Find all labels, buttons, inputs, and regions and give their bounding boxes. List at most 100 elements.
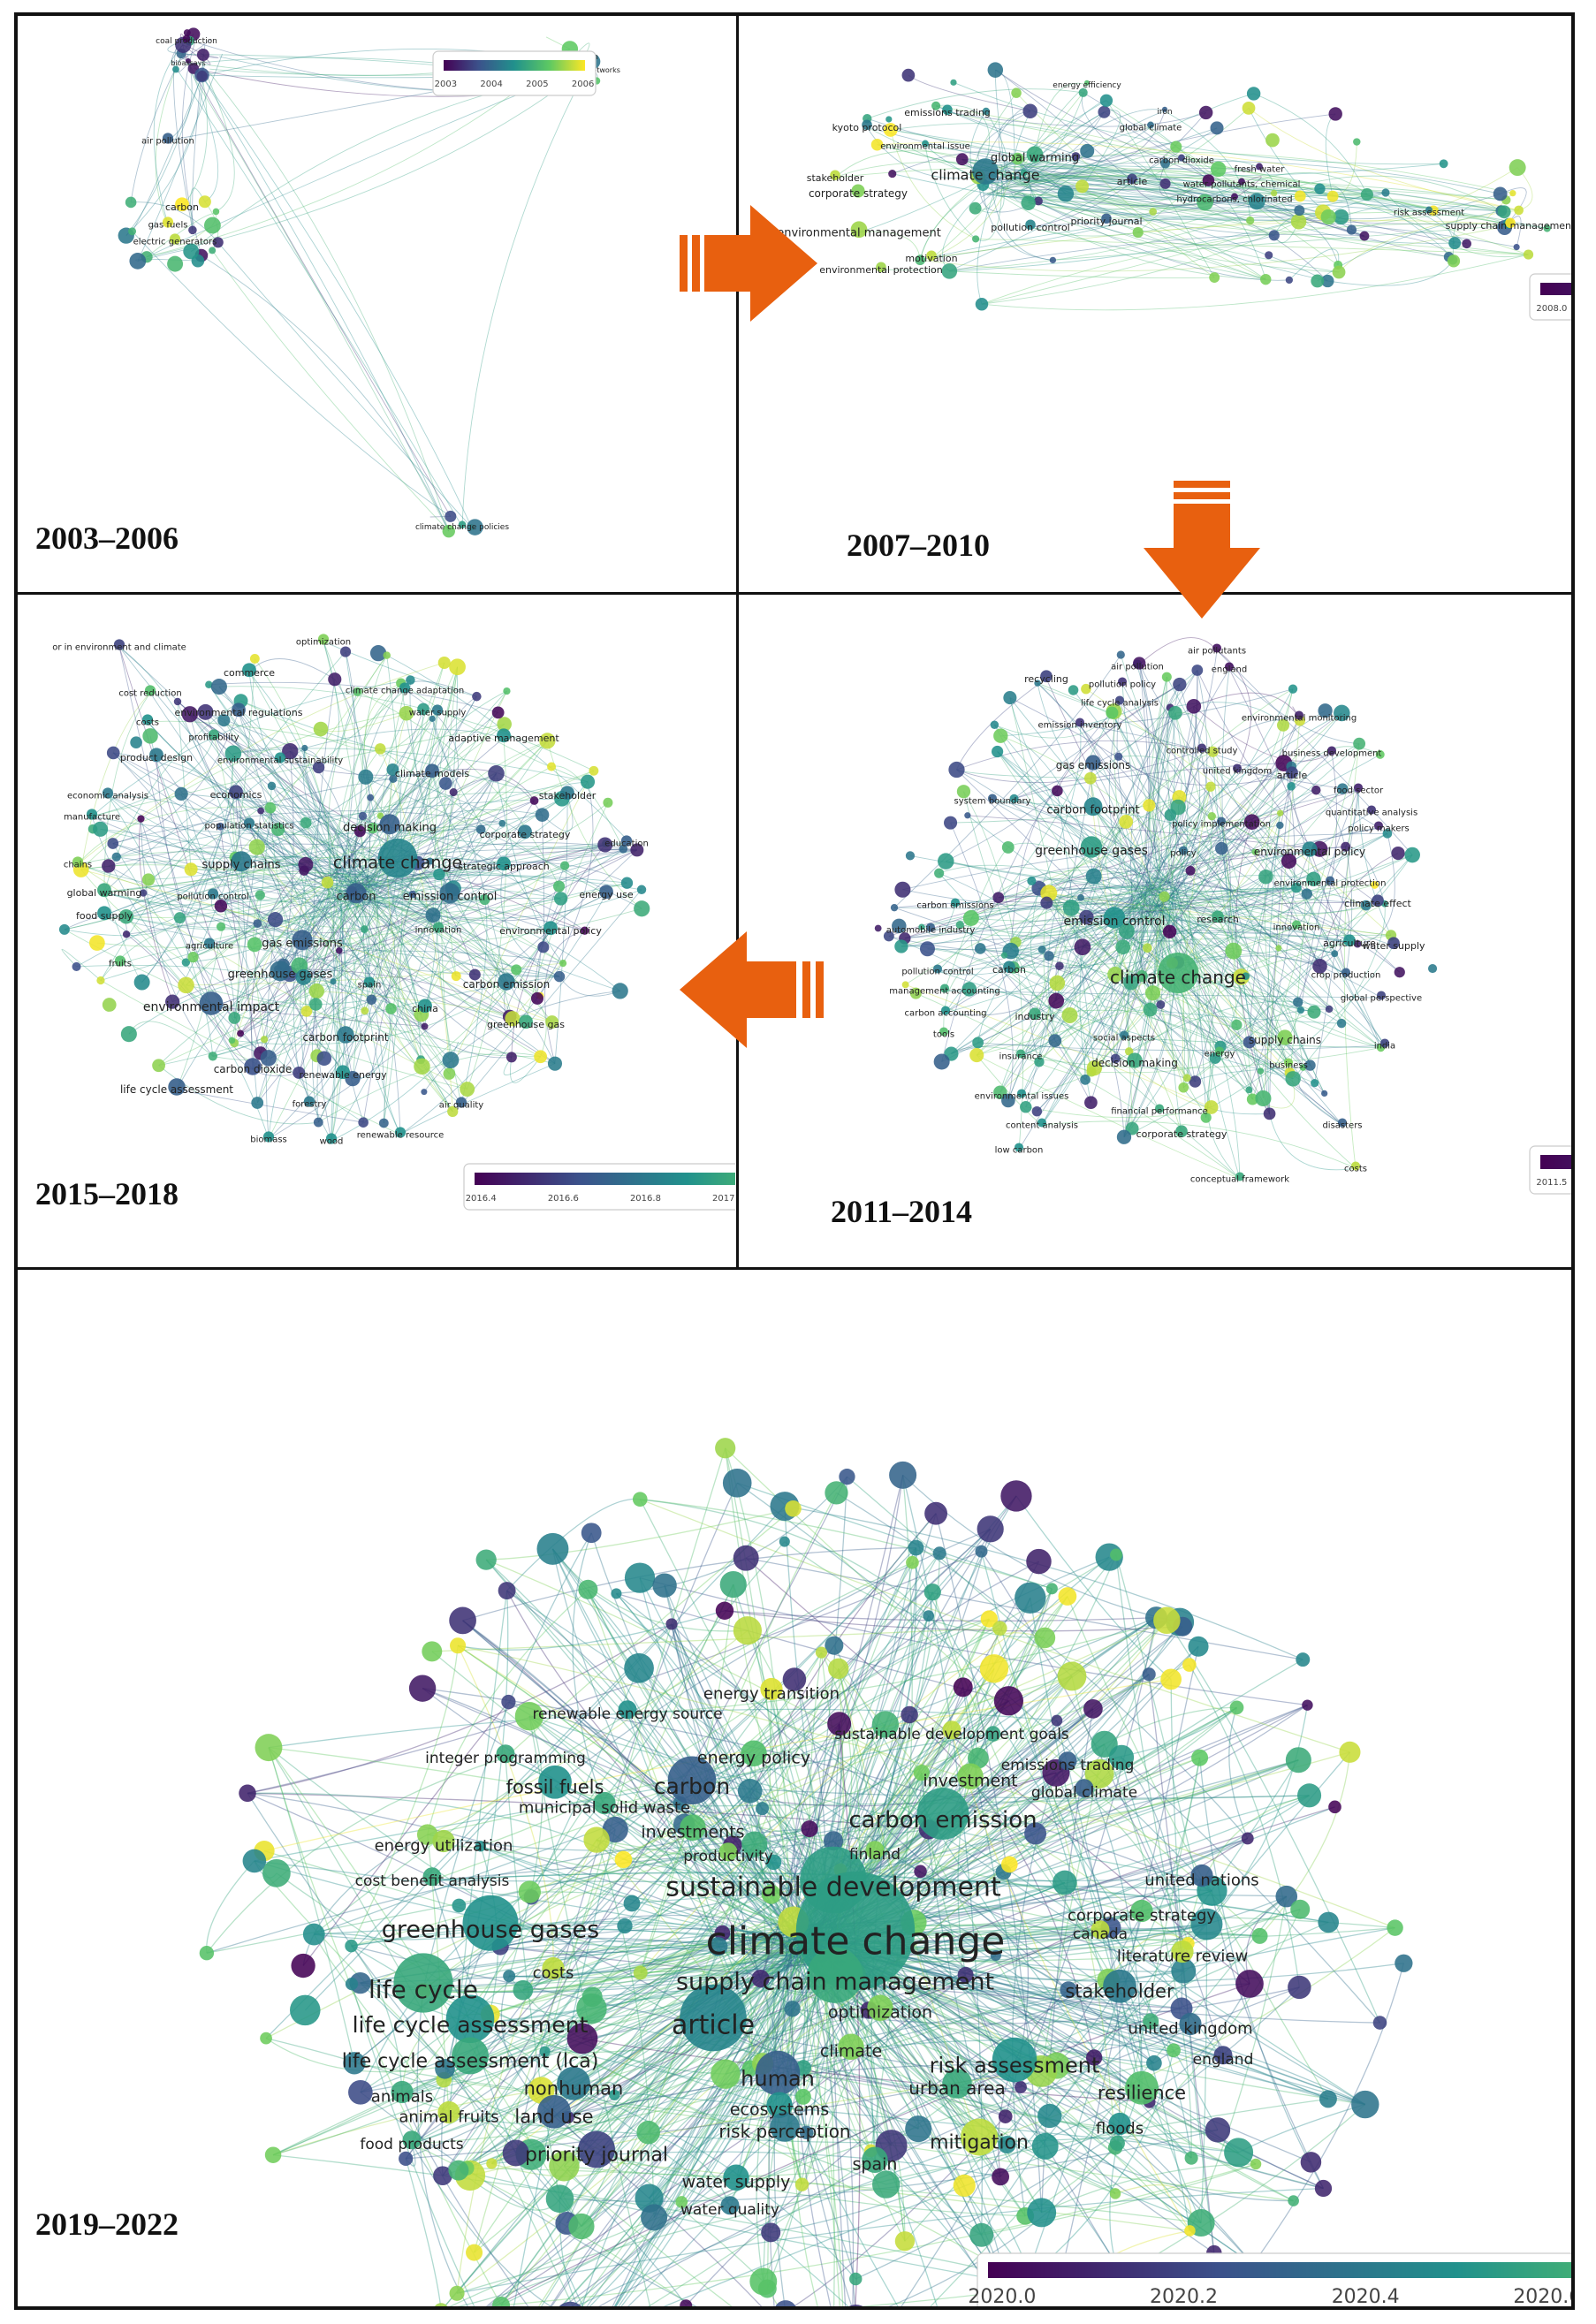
network-node [1114,752,1123,761]
network-edge [1025,165,1455,244]
network-edge [640,1492,838,1973]
network-edge [631,1528,992,1904]
network-edge [362,894,414,1123]
network-edge [1141,881,1401,973]
network-node [1312,959,1327,974]
network-edge [206,1860,255,1954]
network-node [1207,812,1216,821]
network-node [426,857,434,865]
network-edge [235,794,366,1012]
network-edge [1159,907,1343,1126]
network-node [956,785,971,799]
network-edge [1048,892,1182,1135]
keyword-label-corporate-strategy: corporate strategy [809,187,908,200]
network-node [975,943,986,954]
network-edge [928,1615,979,1758]
network-edge [528,1716,651,2306]
keyword-label-biomass: biomass [250,1135,287,1145]
network-edge [1011,158,1029,186]
network-edge [770,1588,1053,2233]
network-edge [1083,974,1116,1080]
network-edge [888,846,1346,937]
network-edge [404,689,459,793]
network-edge [181,75,208,208]
network-node [369,645,387,662]
network-edge [405,1931,801,2160]
network-edge [724,1610,1157,1622]
network-edge [350,1645,459,1947]
network-node [1371,880,1379,889]
network-edge [467,737,507,1090]
network-edge [1269,1113,1357,1171]
keyword-node-integer-programming [496,1744,515,1764]
network-edge [191,869,340,875]
colorbar-gradient [1540,283,1571,295]
network-node [536,1532,569,1565]
network-node [1275,945,1282,952]
keyword-label-water-supply: water supply [1362,940,1425,952]
network-edge [360,1923,1207,1984]
network-edge [208,684,359,879]
network-edge [949,270,1215,278]
network-edge [640,1954,788,1974]
network-node [990,1949,1001,1962]
network-edge [680,1947,809,2203]
keyword-label-priority-journal: priority journal [1070,216,1142,227]
network-node [906,1555,919,1569]
keyword-node-air-pollutants [1212,643,1222,653]
network-node [214,900,228,913]
network-node [1268,230,1280,241]
network-edge [1019,165,1328,282]
keyword-node-animals [391,2080,414,2104]
network-edge [132,75,203,232]
network-node [1287,782,1296,791]
keyword-node-climate-change [377,838,418,878]
network-node [133,974,150,991]
keyword-node-education [620,835,633,847]
network-node [1202,174,1215,186]
network-edge [1006,196,1258,202]
network-edge [206,1827,810,1954]
network-edge [422,1990,1037,2289]
network-edge [1045,678,1270,1114]
network-edge [824,1956,835,2306]
keyword-label-life-cycle: life cycle [369,1975,478,2004]
network-edge [233,900,345,1019]
network-node [992,2168,1010,2186]
network-edge [217,242,472,528]
network-node [849,2272,863,2286]
keyword-label-content-analysis: content analysis [1006,1121,1078,1131]
keyword-node-global-climate [1075,1779,1094,1798]
network-edge [1131,899,1173,963]
network-edge [351,1983,475,2306]
network-edge [220,873,336,907]
network-edge [1165,887,1366,907]
network-edge [1020,910,1144,1057]
network-edge [981,126,1151,186]
keyword-label-corporate-strategy: corporate strategy [480,829,571,840]
colorbar-box [977,2252,1571,2306]
network-edge [125,824,250,917]
keyword-label-climate-effect: climate effect [1344,898,1411,909]
network-edge [422,1532,592,1990]
network-node [1026,1548,1052,1575]
network-edge [640,1499,1053,1590]
network-node [617,1918,633,1934]
network-edge [977,903,1386,1056]
network-edge [336,682,402,894]
network-edge [335,1006,365,1079]
network-node [1251,1927,1268,1944]
network-node [1318,1911,1340,1933]
network-edge [1157,903,1347,976]
network-node [348,2079,373,2105]
network-node [1020,169,1028,177]
network-edge [125,748,306,917]
network-edge [1220,717,1300,824]
network-edge [1015,724,1082,943]
keyword-label-insurance: insurance [999,1052,1043,1062]
network-edge [401,2095,1026,2217]
network-edge [1070,908,1125,1038]
network-node [264,2146,282,2163]
network-edge [431,1675,1073,1881]
keyword-node-pollution-control [1025,219,1036,231]
